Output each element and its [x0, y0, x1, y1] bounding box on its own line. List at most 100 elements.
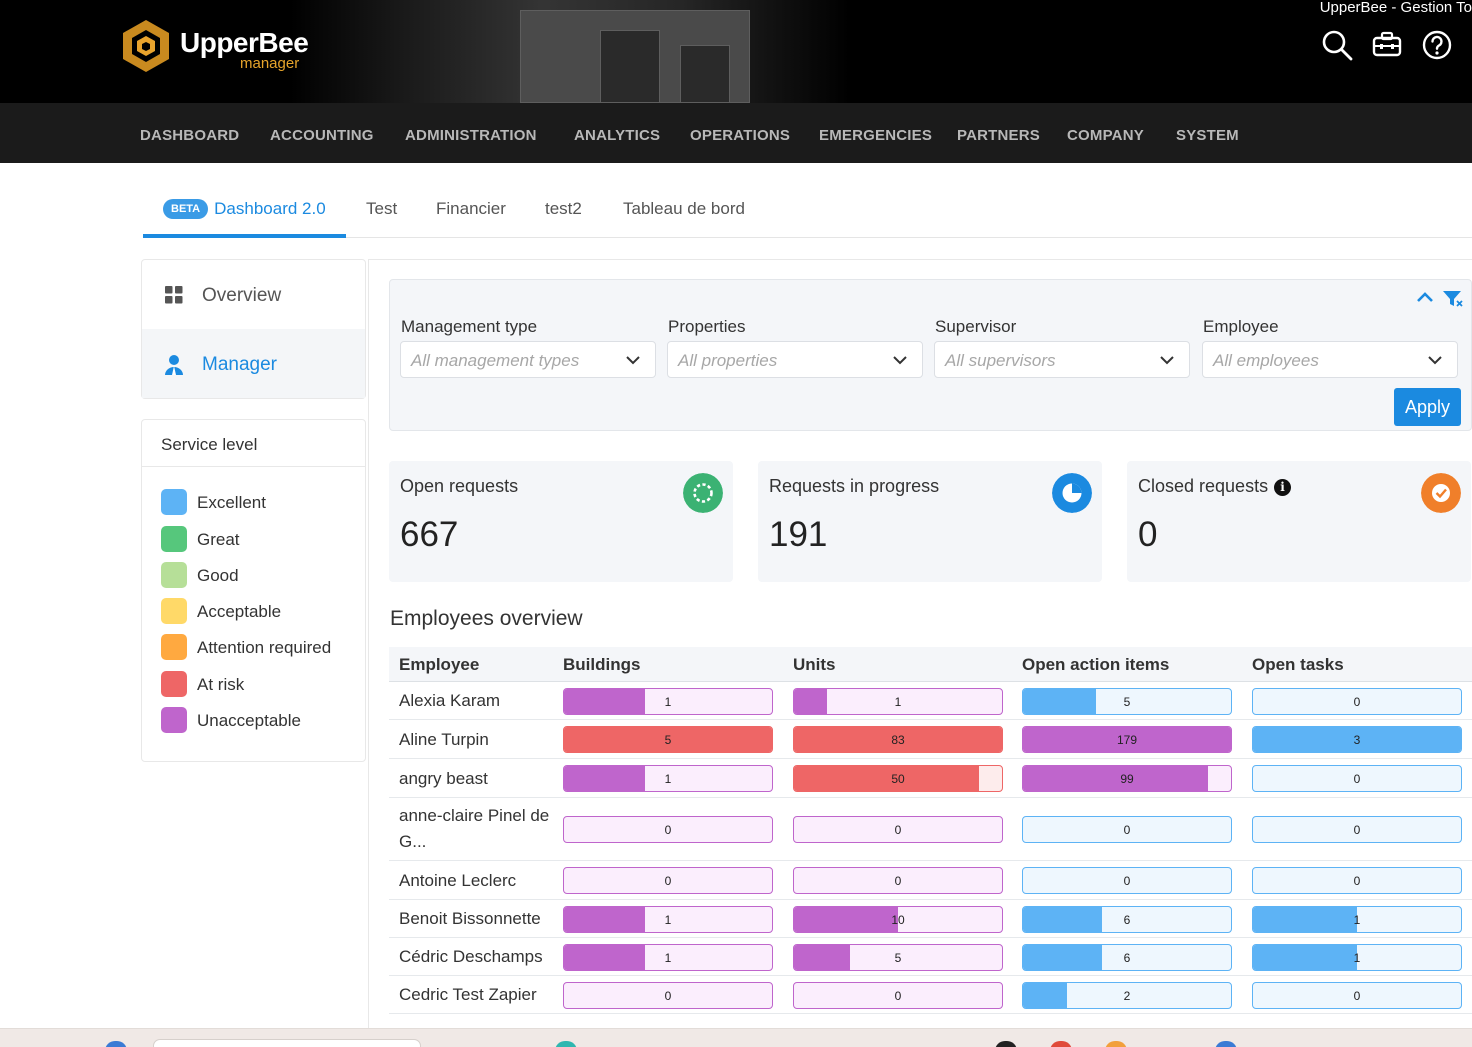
chevron-up-icon[interactable] — [1415, 290, 1435, 304]
employee-name[interactable]: anne-claire Pinel de G... — [399, 806, 550, 851]
bar-value: 83 — [891, 733, 905, 747]
supervisor-select[interactable]: All supervisors — [934, 341, 1190, 378]
employee-select[interactable]: All employees — [1202, 341, 1458, 378]
taskbar-app-icon[interactable] — [555, 1041, 577, 1047]
column-header-buildings[interactable]: Buildings — [563, 655, 641, 674]
sidebar-item-manager[interactable]: Manager — [142, 329, 365, 398]
buildings-bar[interactable]: 0 — [563, 816, 773, 843]
card-requests-in-progress[interactable]: Requests in progress 191 — [758, 461, 1102, 582]
tab-dashboard-2[interactable]: BETA Dashboard 2.0 — [163, 199, 326, 219]
employee-name[interactable]: Cédric Deschamps — [399, 947, 543, 966]
units-bar[interactable]: 0 — [793, 816, 1003, 843]
open-action-items-bar[interactable]: 6 — [1022, 943, 1232, 971]
buildings-bar[interactable]: 1 — [563, 765, 773, 792]
nav-emergencies[interactable]: EMERGENCIES — [819, 127, 933, 144]
open-tasks-bar[interactable]: 0 — [1252, 816, 1462, 843]
table-row[interactable]: Aline Turpin 5 83 179 3 — [389, 720, 1472, 759]
column-header-open-tasks[interactable]: Open tasks — [1252, 655, 1344, 674]
open-action-items-bar[interactable]: 179 — [1022, 726, 1232, 753]
tab-financier[interactable]: Financier — [436, 199, 506, 218]
taskbar-app-icon[interactable] — [1050, 1041, 1072, 1047]
taskbar-app-icon[interactable] — [995, 1041, 1017, 1047]
info-icon[interactable]: i — [1274, 479, 1292, 496]
units-bar[interactable]: 5 — [793, 943, 1003, 971]
employee-name[interactable]: Aline Turpin — [399, 729, 489, 749]
top-header: UpperBee manager UpperBee - Gestion To — [0, 0, 1472, 103]
column-header-employee[interactable]: Employee — [399, 655, 480, 674]
search-icon[interactable] — [1320, 28, 1354, 62]
nav-partners[interactable]: PARTNERS — [957, 127, 1040, 144]
employees-overview-title: Employees overview — [390, 607, 583, 630]
table-row[interactable]: Antoine Leclerc 0 0 0 0 — [389, 861, 1472, 900]
open-action-items-bar[interactable]: 0 — [1022, 867, 1232, 894]
open-tasks-bar[interactable]: 0 — [1252, 765, 1462, 792]
employee-name[interactable]: angry beast — [399, 768, 488, 788]
employee-name[interactable]: Alexia Karam — [399, 691, 501, 710]
table-row[interactable]: anne-claire Pinel de G... 0 0 0 0 — [389, 798, 1472, 861]
open-action-items-bar[interactable]: 0 — [1022, 816, 1232, 843]
card-closed-requests[interactable]: Closed requests i 0 — [1127, 461, 1471, 582]
employee-name[interactable]: Benoit Bissonnette — [399, 909, 541, 928]
help-icon[interactable] — [1420, 28, 1454, 62]
open-action-items-bar[interactable]: 2 — [1022, 981, 1232, 1009]
nav-dashboard[interactable]: DASHBOARD — [140, 127, 240, 144]
management-type-select[interactable]: All management types — [400, 341, 656, 378]
table-row[interactable]: Alexia Karam 1 1 5 0 — [389, 682, 1472, 720]
nav-company[interactable]: COMPANY — [1067, 127, 1144, 144]
buildings-bar[interactable]: 0 — [563, 867, 773, 894]
taskbar-app-icon[interactable] — [1105, 1041, 1127, 1047]
bar-value: 179 — [1116, 733, 1138, 747]
table-row[interactable]: angry beast 1 50 99 0 — [389, 759, 1472, 798]
nav-administration[interactable]: ADMINISTRATION — [405, 127, 537, 144]
units-bar[interactable]: 50 — [793, 765, 1003, 792]
units-bar[interactable]: 0 — [793, 867, 1003, 894]
nav-accounting[interactable]: ACCOUNTING — [270, 127, 374, 144]
grid-icon — [165, 286, 183, 304]
tab-test[interactable]: Test — [366, 199, 398, 218]
table-row[interactable]: Cedric Test Zapier 0 0 2 0 — [389, 976, 1472, 1014]
bar-fill — [1023, 766, 1209, 791]
units-bar[interactable]: 83 — [793, 726, 1003, 753]
buildings-bar[interactable]: 1 — [563, 905, 773, 933]
nav-system[interactable]: SYSTEM — [1176, 127, 1239, 144]
open-tasks-bar[interactable]: 3 — [1252, 726, 1462, 753]
tab-tableau-de-bord[interactable]: Tableau de bord — [623, 199, 745, 218]
clear-filter-icon[interactable] — [1442, 289, 1464, 309]
units-bar[interactable]: 0 — [793, 981, 1003, 1009]
column-header-open-action-items[interactable]: Open action items — [1022, 655, 1170, 674]
taskbar-app-icon[interactable] — [1215, 1041, 1237, 1047]
open-tasks-bar[interactable]: 1 — [1252, 943, 1462, 971]
apply-button[interactable]: Apply — [1394, 388, 1461, 426]
chevron-down-icon — [893, 356, 907, 365]
card-open-requests[interactable]: Open requests 667 — [389, 461, 733, 582]
nav-operations[interactable]: OPERATIONS — [690, 127, 791, 144]
tab-test2[interactable]: test2 — [545, 199, 582, 218]
table-row[interactable]: Cédric Deschamps 1 5 6 1 — [389, 938, 1472, 976]
properties-select[interactable]: All properties — [667, 341, 923, 378]
open-action-items-bar[interactable]: 99 — [1022, 765, 1232, 792]
buildings-bar[interactable]: 1 — [563, 943, 773, 971]
units-bar[interactable]: 10 — [793, 905, 1003, 933]
windows-start-icon[interactable] — [105, 1041, 127, 1047]
open-action-items-bar[interactable]: 5 — [1022, 687, 1232, 715]
column-header-units[interactable]: Units — [793, 655, 836, 674]
buildings-bar[interactable]: 1 — [563, 687, 773, 715]
brand-logo[interactable]: UpperBee manager — [120, 18, 320, 74]
taskbar-search-field[interactable] — [153, 1039, 421, 1047]
table-row[interactable]: Benoit Bissonnette 1 10 6 1 — [389, 900, 1472, 938]
buildings-bar[interactable]: 5 — [563, 726, 773, 753]
buildings-bar[interactable]: 0 — [563, 981, 773, 1009]
sidebar-item-overview[interactable]: Overview — [142, 260, 365, 329]
bar-fill — [564, 727, 772, 752]
nav-analytics[interactable]: ANALYTICS — [574, 127, 661, 144]
toolbox-icon[interactable] — [1370, 28, 1404, 62]
employee-name[interactable]: Antoine Leclerc — [399, 870, 517, 890]
units-bar[interactable]: 1 — [793, 687, 1003, 715]
open-tasks-bar[interactable]: 0 — [1252, 867, 1462, 894]
open-action-items-bar[interactable]: 6 — [1022, 905, 1232, 933]
employee-name[interactable]: Cedric Test Zapier — [399, 985, 537, 1004]
open-tasks-bar[interactable]: 0 — [1252, 981, 1462, 1009]
open-tasks-bar[interactable]: 0 — [1252, 687, 1462, 715]
open-tasks-bar[interactable]: 1 — [1252, 905, 1462, 933]
window-title: UpperBee - Gestion To — [1319, 0, 1472, 16]
